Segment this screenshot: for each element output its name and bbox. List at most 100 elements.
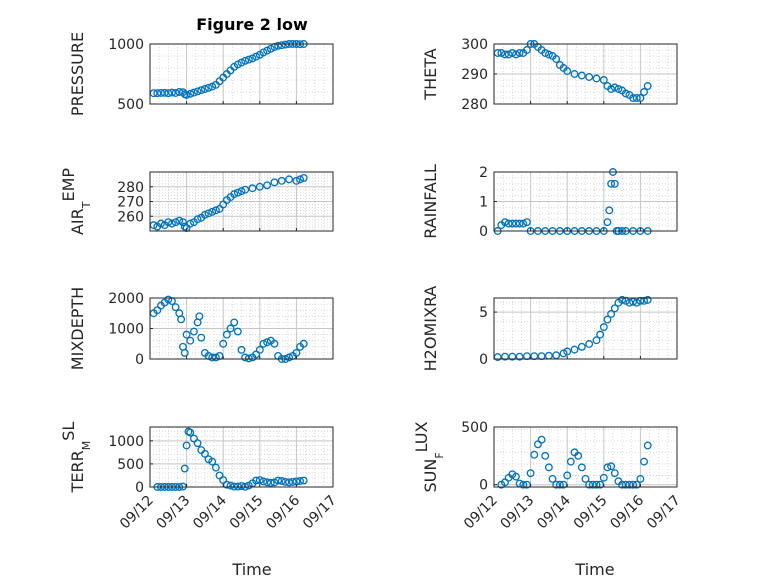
data-point bbox=[292, 176, 301, 185]
data-point bbox=[629, 480, 638, 489]
y-axis-label: TERRMSL bbox=[59, 422, 93, 494]
data-point bbox=[186, 428, 195, 437]
data-point bbox=[501, 50, 509, 59]
data-point bbox=[219, 339, 228, 348]
data-point bbox=[237, 482, 246, 491]
data-point bbox=[168, 219, 176, 228]
data-point bbox=[277, 41, 286, 50]
data-point bbox=[621, 89, 630, 98]
y-tick-label: 5 bbox=[479, 305, 488, 321]
data-point bbox=[541, 451, 550, 460]
data-point bbox=[512, 472, 520, 481]
data-point bbox=[226, 324, 235, 333]
data-point bbox=[193, 215, 202, 224]
data-point bbox=[168, 88, 176, 97]
data-point bbox=[610, 83, 619, 92]
x-tick-label: 09/17 bbox=[300, 493, 340, 533]
data-point bbox=[186, 336, 195, 345]
data-point bbox=[189, 88, 198, 97]
y-axis-label: THETA bbox=[421, 48, 440, 100]
data-point bbox=[603, 463, 612, 472]
y-tick-label: 1000 bbox=[108, 37, 144, 53]
data-point bbox=[237, 187, 246, 196]
figure-title: Figure 2 low bbox=[196, 15, 308, 34]
data-point bbox=[193, 439, 202, 448]
data-point bbox=[248, 54, 257, 63]
data-point bbox=[296, 477, 305, 485]
data-point bbox=[244, 55, 253, 64]
data-point bbox=[566, 457, 575, 466]
data-point bbox=[643, 441, 652, 450]
data-point bbox=[241, 56, 250, 65]
data-point bbox=[164, 89, 173, 98]
data-point bbox=[508, 49, 517, 57]
data-point bbox=[508, 352, 517, 361]
data-point bbox=[585, 340, 594, 348]
y-tick-label: 270 bbox=[117, 195, 144, 211]
data-point bbox=[599, 473, 608, 482]
data-point bbox=[180, 348, 189, 357]
data-point bbox=[164, 218, 173, 227]
data-point bbox=[186, 219, 195, 228]
data-point bbox=[588, 480, 597, 489]
data-point bbox=[237, 58, 246, 67]
data-point bbox=[244, 354, 253, 363]
data-point bbox=[281, 477, 290, 486]
data-point bbox=[577, 71, 586, 80]
data-point bbox=[299, 339, 308, 348]
y-axis-label: MIXDEPTH bbox=[68, 287, 87, 370]
data-point bbox=[299, 476, 308, 485]
data-point bbox=[530, 450, 539, 459]
y-tick-label: 1 bbox=[479, 195, 488, 211]
data-point bbox=[632, 94, 641, 102]
subplot-theta: 280 290 300 THETA bbox=[421, 37, 678, 113]
y-axis-label: SUNFLUX bbox=[412, 421, 446, 492]
y-tick-label: 290 bbox=[461, 67, 488, 83]
x-tick-label: 09/12 bbox=[461, 493, 501, 533]
data-point bbox=[182, 91, 191, 99]
data-point bbox=[625, 480, 634, 489]
data-point bbox=[610, 304, 619, 313]
data-point bbox=[274, 476, 283, 485]
axes-box bbox=[149, 426, 334, 488]
y-tick-label: 0 bbox=[135, 352, 144, 368]
data-point bbox=[237, 345, 246, 354]
data-point bbox=[504, 50, 513, 59]
data-point bbox=[189, 327, 198, 336]
data-point bbox=[186, 89, 195, 98]
x-tick-label: 09/13 bbox=[498, 493, 538, 533]
data-point bbox=[255, 476, 264, 485]
data-point bbox=[200, 85, 209, 93]
data-point bbox=[607, 179, 616, 188]
data-point bbox=[629, 94, 638, 102]
data-point bbox=[252, 52, 261, 61]
data-point bbox=[200, 449, 209, 458]
y-axis-label: RAINFALL bbox=[421, 164, 440, 239]
data-point bbox=[555, 480, 564, 489]
data-point bbox=[585, 73, 594, 81]
x-axis-label-right: Time bbox=[574, 560, 614, 579]
data-point bbox=[208, 207, 217, 216]
y-axis-label: H2OMIXRA bbox=[421, 286, 440, 372]
y-tick-label: 500 bbox=[461, 420, 488, 436]
data-point bbox=[603, 315, 612, 324]
data-point bbox=[208, 353, 217, 362]
data-point bbox=[596, 330, 605, 339]
y-tick-label: 0 bbox=[479, 352, 488, 368]
data-point bbox=[266, 478, 275, 487]
data-point bbox=[574, 451, 583, 460]
data-point bbox=[614, 85, 623, 93]
data-point bbox=[526, 469, 535, 478]
data-point bbox=[171, 218, 180, 227]
data-point bbox=[208, 82, 217, 91]
data-point bbox=[248, 184, 257, 193]
data-point bbox=[501, 352, 509, 361]
y-tick-label: 500 bbox=[117, 97, 144, 113]
data-point bbox=[208, 457, 217, 466]
y-tick-label: 0 bbox=[479, 224, 488, 240]
x-tick-label: 09/16 bbox=[607, 492, 647, 532]
x-tick-label: 09/17 bbox=[644, 493, 684, 533]
